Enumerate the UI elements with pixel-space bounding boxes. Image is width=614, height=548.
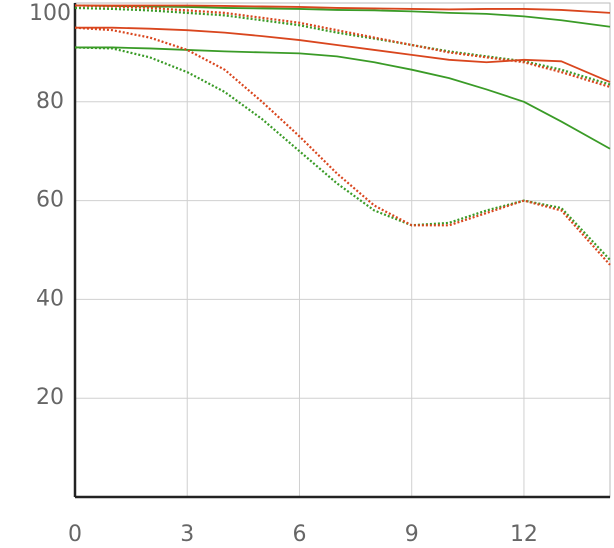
mtf-line [74, 26, 611, 266]
x-tick-label: 12 [510, 522, 538, 547]
x-tick-label: 3 [180, 522, 194, 547]
y-tick-label: 60 [36, 188, 64, 213]
mtf-line [75, 26, 611, 83]
y-tick-label: 80 [36, 89, 64, 114]
plot-border [74, 2, 611, 498]
mtf-line [75, 4, 611, 14]
x-tick-label: 9 [405, 522, 419, 547]
y-tick-label: 100 [29, 1, 71, 26]
y-tick-label: 40 [36, 286, 64, 311]
mtf-line [74, 46, 611, 261]
x-tick-label: 6 [292, 522, 306, 547]
mtf-line [74, 4, 611, 28]
y-tick-label: 20 [36, 385, 64, 410]
mtf-line [75, 46, 611, 150]
x-tick-label: 0 [68, 522, 82, 547]
